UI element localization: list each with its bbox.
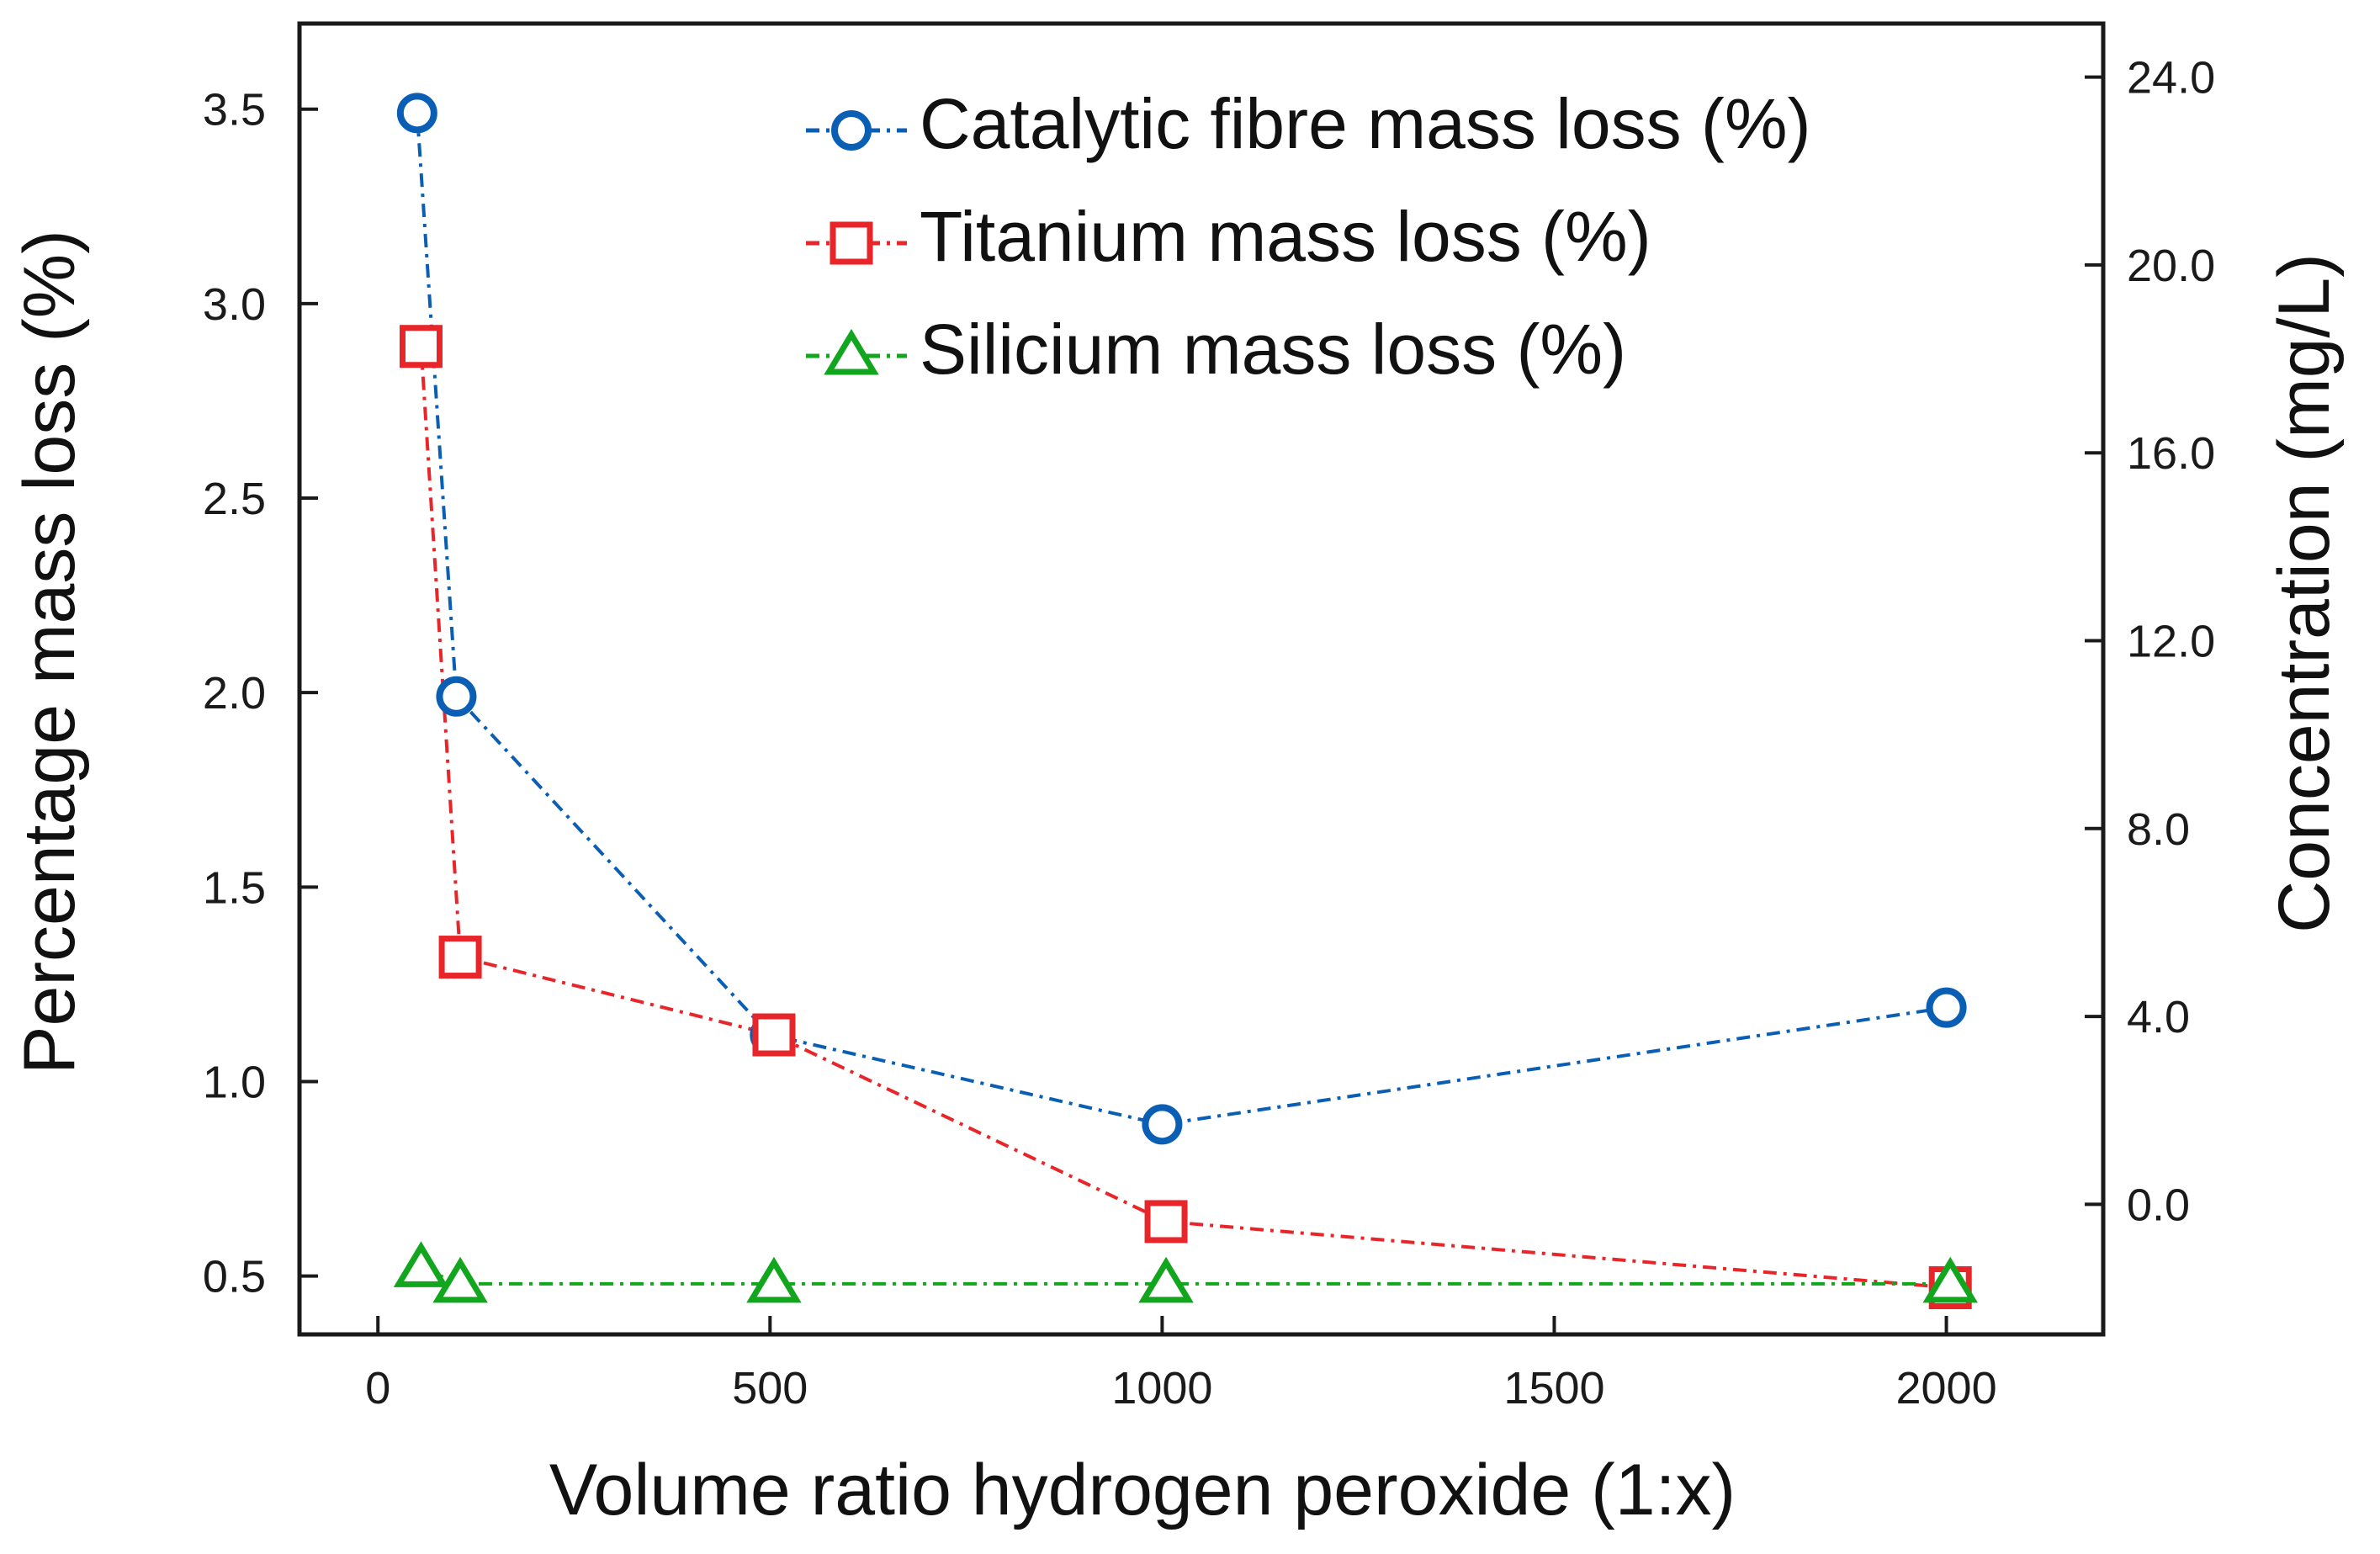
data-point-titanium <box>399 325 443 369</box>
series-line-titanium <box>419 346 1951 1290</box>
y-tick-label: 2.5 <box>203 474 266 524</box>
y2-tick-label: 4.0 <box>2127 992 2190 1042</box>
y2-tick-label: 24.0 <box>2127 53 2215 103</box>
legend-marker-silicium <box>824 328 879 375</box>
legend-label-catalytic: Catalytic fibre mass loss (%) <box>920 84 1811 163</box>
y-tick-label: 3.0 <box>203 279 266 330</box>
y2-tick-label: 16.0 <box>2127 428 2215 479</box>
plot-frame <box>297 21 2106 1337</box>
y-axis-ticks: 0.5 1.0 1.5 2.0 2.5 3.0 3.5 <box>203 85 318 1302</box>
series-markers <box>393 93 1978 1310</box>
data-point-titanium <box>438 936 482 979</box>
data-point-catalytic <box>1142 1104 1183 1145</box>
y2-tick-label: 8.0 <box>2127 804 2190 855</box>
y2-tick-label: 12.0 <box>2127 617 2215 667</box>
x-tick-label: 500 <box>732 1363 808 1413</box>
data-point-catalytic <box>436 676 477 717</box>
data-point-titanium <box>1144 1200 1188 1244</box>
legend: Catalytic fibre mass loss (%) Titanium m… <box>806 84 1811 389</box>
x-axis-ticks: 0 500 1000 1500 2000 <box>365 1316 1997 1413</box>
y-tick-label: 1.0 <box>203 1057 266 1107</box>
x-tick-label: 2000 <box>1895 1363 1996 1413</box>
y2-tick-label: 0.0 <box>2127 1180 2190 1230</box>
y-tick-label: 3.5 <box>203 85 266 135</box>
legend-marker-catalytic <box>831 110 872 151</box>
legend-label-titanium: Titanium mass loss (%) <box>920 197 1651 276</box>
legend-label-silicium: Silicium mass loss (%) <box>920 310 1626 389</box>
data-point-silicium <box>1922 1256 1978 1303</box>
y-tick-label: 0.5 <box>203 1252 266 1302</box>
data-point-silicium <box>393 1241 449 1287</box>
y-tick-label: 1.5 <box>203 862 266 913</box>
y2-tick-label: 20.0 <box>2127 241 2215 291</box>
legend-marker-titanium <box>830 221 873 265</box>
data-point-titanium <box>752 1013 796 1057</box>
data-point-silicium <box>432 1256 488 1303</box>
x-axis-title: Volume ratio hydrogen peroxide (1:x) <box>549 1450 1736 1530</box>
series-lines <box>415 113 1951 1290</box>
x-tick-label: 1000 <box>1111 1363 1212 1413</box>
series-line-silicium <box>420 1266 1951 1286</box>
data-point-catalytic <box>1926 987 1967 1028</box>
x-tick-label: 0 <box>365 1363 390 1413</box>
y2-axis-title: Concentration (mg/L) <box>2264 253 2345 933</box>
y-axis-title: Percentage mass loss (%) <box>9 230 90 1074</box>
data-point-catalytic <box>396 93 437 134</box>
y2-axis-ticks: 0.0 4.0 8.0 12.0 16.0 20.0 24.0 <box>2085 53 2215 1230</box>
x-tick-label: 1500 <box>1503 1363 1604 1413</box>
y-tick-label: 2.0 <box>203 668 266 719</box>
data-point-silicium <box>1138 1256 1194 1303</box>
data-point-silicium <box>746 1256 802 1303</box>
